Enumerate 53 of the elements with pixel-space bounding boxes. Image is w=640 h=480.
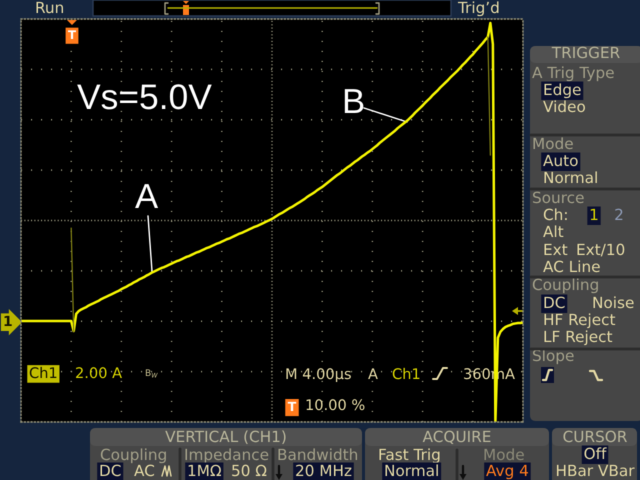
text: CURSOR [563,430,627,442]
text: Bandwidth [278,448,358,460]
text: Slope [533,349,574,364]
annotation: 10.00 % [306,399,364,410]
text: Ext/10 [578,244,624,256]
annotation: Vs=5.0V [77,84,212,110]
text: 20 MHz [296,464,352,476]
text: Run [36,2,63,14]
text: Auto [543,154,578,166]
annotation: A [135,184,158,208]
annotation: Ch1 [30,366,56,378]
text: 1 [590,208,598,220]
text: 1 [4,316,12,326]
text: Mode [484,448,524,460]
text: Noise [594,296,634,308]
text: Normal [544,171,597,184]
annotation: B [344,89,364,113]
text: Trig’d [458,1,498,16]
text: Impedance [186,448,268,464]
annotation: B$_{W}$ [146,369,158,378]
text: 1MΩ [188,464,221,476]
text: Off [584,447,607,460]
text: Alt [543,225,564,237]
text: A Trig Type [532,66,614,82]
annotation: T [68,30,76,39]
text: Coupling [100,448,166,464]
annotation: M 4.00µs [286,368,351,382]
text: AC [134,464,154,476]
text: Source [533,192,584,204]
text: 50 Ω [232,464,266,476]
text: ACQUIRE [422,430,490,444]
annotation: T [288,402,296,411]
text: AC Line [543,260,600,272]
text: Coupling [532,278,598,294]
text: Avg 4 [486,464,528,480]
text: Ext [544,244,568,255]
text: Video [543,100,585,112]
annotation: A [368,368,378,379]
text: LF Reject [544,330,612,346]
text: Ch: [544,208,567,220]
text: Edge [544,83,581,98]
text: Fast Trig [380,448,440,464]
annotation: 2.00 A [76,367,122,378]
text: DC [544,296,565,308]
text: Mode [534,137,573,150]
annotation: Ch1 [392,368,420,380]
text: DC [100,464,121,476]
text: Normal [386,464,438,476]
text: 2 [615,208,622,220]
text: HF Reject [544,313,616,328]
text: VERTICAL (CH1) [165,430,286,444]
text: HBar VBar [556,464,635,476]
text: TRIGGER [552,46,620,58]
